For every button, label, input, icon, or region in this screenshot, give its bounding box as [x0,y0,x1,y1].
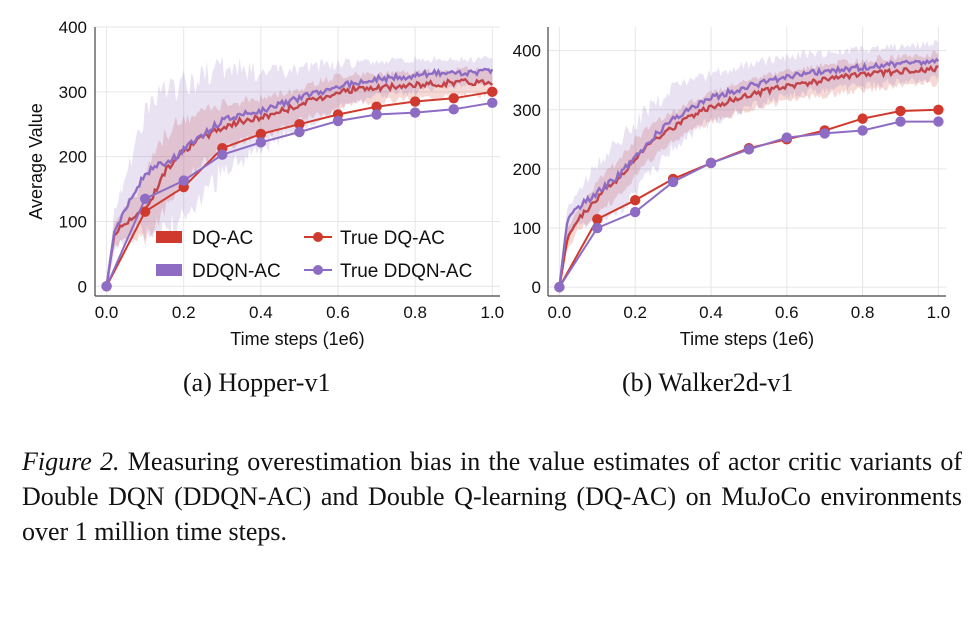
data-point-true-dq-ac [895,105,906,117]
data-point-true-ddqn-ac [895,116,906,127]
x-tick-label: 0.6 [775,303,799,322]
x-tick-label: 0.8 [851,303,875,322]
data-point-true-ddqn-ac [139,193,151,204]
data-point-true-ddqn-ac [487,97,498,109]
data-point-true-dq-ac [857,113,868,124]
data-point-true-ddqn-ac [332,115,344,127]
data-point-true-ddqn-ac [781,132,792,143]
x-tick-label: 0.6 [326,303,350,322]
data-point-true-ddqn-ac [294,126,305,138]
x-tick-label: 0.8 [403,303,427,322]
series-line-ddqn-ac [105,67,494,287]
y-tick-label: 0 [78,277,87,296]
series-line-dq-ac [105,77,494,287]
caption-label: Figure 2. [22,447,120,476]
data-point-true-dq-ac [629,195,641,206]
legend-swatch-ddqn-ac [156,264,182,276]
data-point-true-ddqn-ac [371,109,382,120]
caption-text: Measuring overestimation bias in the val… [22,447,962,546]
y-tick-label: 400 [513,42,541,61]
x-tick-label: 0.0 [548,303,572,322]
data-point-true-dq-ac [592,213,603,225]
series-line-ddqn-ac [558,57,940,288]
data-point-true-ddqn-ac [933,116,944,127]
grid [548,27,946,296]
confidence-band-ddqn-ac [559,40,939,288]
data-point-true-ddqn-ac [554,281,565,293]
legend-marker-true-ddqn-ac [313,265,323,275]
y-tick-label: 300 [59,83,87,102]
y-tick-label: 200 [513,160,541,179]
y-tick-label: 100 [513,219,541,238]
data-point-true-ddqn-ac [448,104,459,115]
data-point-true-dq-ac [933,104,944,115]
data-point-true-ddqn-ac [857,125,868,136]
data-point-true-ddqn-ac [101,281,112,292]
x-tick-label: 1.0 [480,303,504,322]
y-tick-label: 300 [513,101,541,120]
grid [95,26,500,296]
confidence-band-ddqn-ac [106,55,493,287]
data-point-true-ddqn-ac [178,175,189,186]
data-point-true-dq-ac [371,101,382,112]
x-axis-label: Time steps (1e6) [230,329,364,349]
confidence-band-dq-ac [106,66,493,287]
data-point-true-dq-ac [255,128,267,140]
legend-label-ddqn-ac: DDQN-AC [192,261,281,282]
y-tick-label: 0 [532,278,541,297]
legend-marker-true-dq-ac [313,232,323,242]
subcaption-walker: (b) Walker2d-v1 [622,368,794,397]
walker-chart: 0.0 0.2 0.4 0.6 0.8 1.0 0 100 200 300 400 Time step… [513,27,951,349]
series-line-dq-ac [558,64,939,288]
subcaption-hopper: (a) Hopper-v1 [183,368,331,397]
x-axis-label: Time steps (1e6) [680,329,814,349]
x-tick-label: 1.0 [927,303,951,322]
x-tick-label: 0.4 [699,303,723,322]
chart-legend: DQ-AC True DQ-AC DDQN-AC True DDQN-AC [156,228,472,282]
data-point-true-ddqn-ac [592,222,603,234]
x-tick-label: 0.2 [172,303,196,322]
figure-caption: Figure 2. Measuring overestimation bias … [22,444,962,549]
legend-label-true-ddqn-ac: True DDQN-AC [340,261,472,282]
data-point-true-ddqn-ac [743,144,755,155]
data-point-true-ddqn-ac [255,137,267,148]
y-tick-label: 200 [59,148,87,167]
data-point-true-dq-ac [409,96,421,107]
x-tick-label: 0.4 [249,303,273,322]
data-point-true-ddqn-ac [819,128,830,139]
data-point-true-ddqn-ac [409,107,421,118]
legend-swatch-dq-ac [156,231,182,243]
data-point-true-dq-ac [448,93,459,104]
data-point-true-dq-ac [487,86,498,98]
x-tick-label: 0.2 [623,303,647,322]
y-tick-label: 100 [59,212,87,231]
legend-label-dq-ac: DQ-AC [192,228,253,249]
x-tick-label: 0.0 [95,303,119,322]
data-point-true-ddqn-ac [217,149,228,160]
data-point-true-ddqn-ac [629,206,641,218]
y-tick-label: 400 [59,18,87,37]
data-point-true-dq-ac [294,119,305,130]
data-point-true-ddqn-ac [705,157,717,169]
data-point-true-dq-ac [139,206,151,217]
hopper-chart: 0.0 0.2 0.4 0.6 0.8 1.0 0 100 200 300 400 Time step… [26,18,504,349]
data-point-true-ddqn-ac [667,176,679,188]
legend-label-true-dq-ac: True DQ-AC [340,228,445,249]
y-axis-label: Average Value [26,103,46,219]
